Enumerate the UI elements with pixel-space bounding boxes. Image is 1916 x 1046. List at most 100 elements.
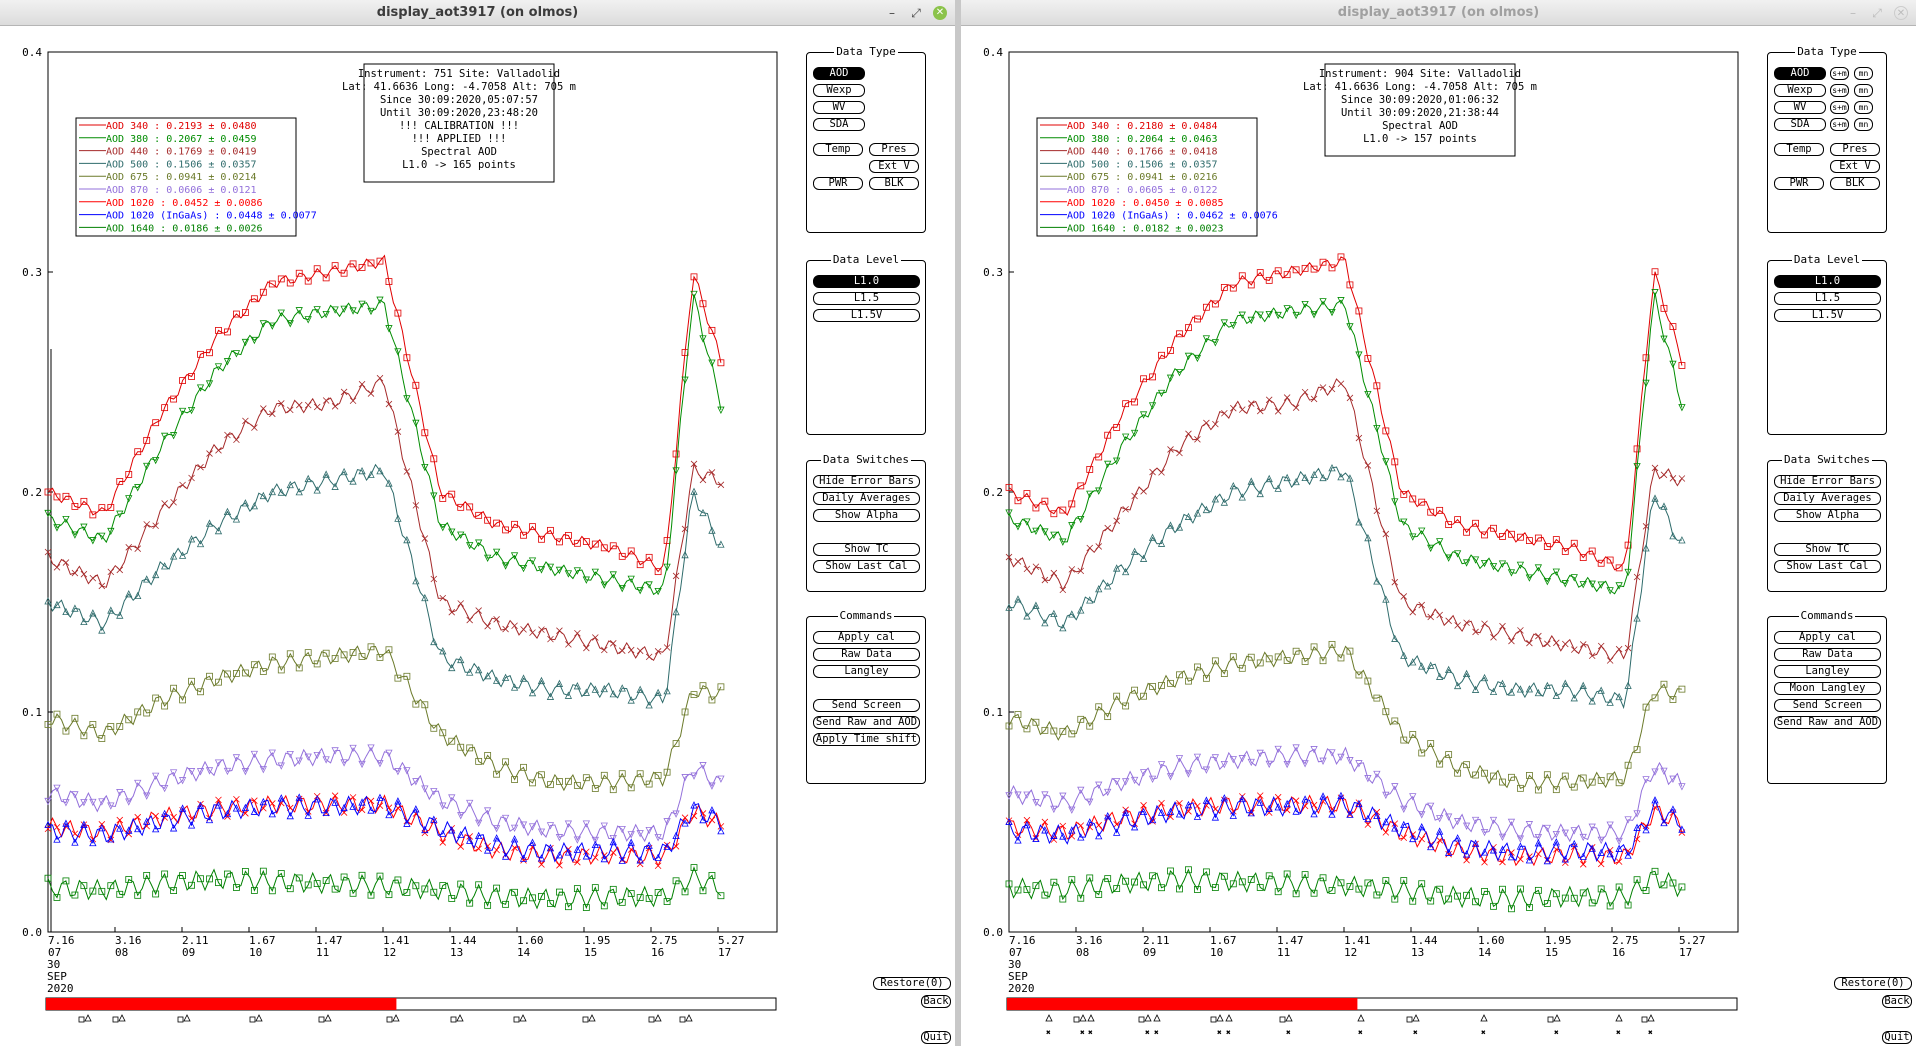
data-point [1373,891,1381,899]
data-level-l10-button[interactable]: L1.0 [1774,275,1881,288]
switch-hide-error-bars-button[interactable]: Hide Error Bars [1774,475,1881,488]
data-point [1409,897,1417,905]
data-point [591,568,599,576]
back-button[interactable]: Back [921,995,951,1008]
switch-show-last-cal-button[interactable]: Show Last Cal [813,560,920,573]
data-point [601,646,608,654]
command-apply-cal-button[interactable]: Apply cal [813,631,920,644]
mean-button[interactable]: mn [1854,84,1873,97]
data-type-wv-button[interactable]: WV [1774,101,1826,114]
data-point [62,607,70,616]
data-point [1095,584,1103,593]
data-type-aod-button[interactable]: AOD [1774,67,1826,80]
data-type-pres-button[interactable]: Pres [869,143,919,156]
data-type-temp-button[interactable]: Temp [1774,143,1824,156]
data-point [1149,683,1156,690]
data-point [233,670,240,677]
data-point [654,889,662,896]
panel-title: Data Switches [1768,453,1886,466]
data-point [1220,319,1228,327]
data-level-l10-button[interactable]: L1.0 [813,275,920,288]
data-point [439,839,447,846]
data-type-blk-button[interactable]: BLK [869,177,919,190]
data-point [1104,812,1112,820]
restore-button[interactable]: Restore(0) [873,977,951,990]
quit-button[interactable]: Quit [921,1031,951,1044]
data-point [1238,493,1246,501]
command-raw-data-button[interactable]: Raw Data [813,648,920,661]
switch-daily-averages-button[interactable]: Daily Averages [1774,492,1881,505]
data-level-l15-button[interactable]: L1.5 [1774,292,1881,305]
command-send-screen-button[interactable]: Send Screen [813,699,920,712]
sum-button[interactable]: s+m [1830,67,1849,80]
data-type-blk-button[interactable]: BLK [1830,177,1880,190]
data-type-wexp-button[interactable]: Wexp [813,84,865,97]
data-type-pwr-button[interactable]: PWR [813,177,863,190]
command-send-raw-and-aod-button[interactable]: Send Raw and AOD [1774,716,1881,729]
quit-button[interactable]: Quit [1882,1031,1912,1044]
data-level-l15v-button[interactable]: L1.5V [1774,309,1881,322]
data-point [322,809,330,817]
back-button[interactable]: Back [1882,995,1912,1008]
command-apply-time-shift-button[interactable]: Apply Time shift [813,733,920,746]
close-button[interactable]: ✕ [933,6,947,20]
maximize-button[interactable]: ⤢ [1872,6,1882,20]
data-point [663,818,671,826]
data-type-wv-button[interactable]: WV [813,101,865,114]
data-point [367,643,375,651]
switch-show-tc-button[interactable]: Show TC [813,543,920,556]
svg-text:✖: ✖ [1046,1028,1051,1037]
data-point [1373,382,1381,390]
switch-show-alpha-button[interactable]: Show Alpha [813,509,920,522]
data-point [1238,311,1246,319]
data-point [1525,772,1533,779]
data-type-temp-button[interactable]: Temp [813,143,863,156]
switch-show-last-cal-button[interactable]: Show Last Cal [1774,560,1881,573]
command-moon-langley-button[interactable]: Moon Langley [1774,682,1881,695]
data-point [116,510,124,518]
data-type-ext-v-button[interactable]: Ext V [1830,160,1880,173]
switch-daily-averages-button[interactable]: Daily Averages [813,492,920,505]
command-send-screen-button[interactable]: Send Screen [1774,699,1881,712]
data-type-wexp-button[interactable]: Wexp [1774,84,1826,97]
data-point [681,819,689,827]
command-langley-button[interactable]: Langley [1774,665,1881,678]
info-line: Until 30:09:2020,23:48:20 [380,107,538,119]
data-point [1588,823,1596,831]
data-point [116,611,124,619]
restore-button[interactable]: Restore(0) [1834,977,1912,990]
command-raw-data-button[interactable]: Raw Data [1774,648,1881,661]
data-type-aod-button[interactable]: AOD [813,67,865,80]
switch-hide-error-bars-button[interactable]: Hide Error Bars [813,475,920,488]
data-level-l15-button[interactable]: L1.5 [813,292,920,305]
aod-plot[interactable]: 0.00.10.20.30.47.16073.16082.11091.67101… [961,26,1741,1046]
data-type-sda-button[interactable]: SDA [813,118,865,131]
data-type-sda-button[interactable]: SDA [1774,118,1826,131]
data-type-ext-v-button[interactable]: Ext V [869,160,919,173]
x-tick-airmass: 1.60 [517,934,544,947]
switch-show-alpha-button[interactable]: Show Alpha [1774,509,1881,522]
data-point [1651,464,1659,472]
minimize-button[interactable]: – [889,6,895,20]
command-langley-button[interactable]: Langley [813,665,920,678]
data-level-l15v-button[interactable]: L1.5V [813,309,920,322]
data-point [699,335,707,343]
mean-button[interactable]: mn [1854,67,1873,80]
close-button[interactable]: ✕ [1894,6,1908,20]
switch-show-tc-button[interactable]: Show TC [1774,543,1881,556]
command-apply-cal-button[interactable]: Apply cal [1774,631,1881,644]
data-point [654,568,662,576]
aod-plot[interactable]: 0.00.10.20.30.47.16073.16082.11091.67101… [0,26,780,1046]
command-send-raw-and-aod-button[interactable]: Send Raw and AOD [813,716,920,729]
data-type-pres-button[interactable]: Pres [1830,143,1880,156]
minimize-button[interactable]: – [1850,6,1856,20]
maximize-button[interactable]: ⤢ [911,6,921,20]
sum-button[interactable]: s+m [1830,118,1849,131]
mean-button[interactable]: mn [1854,101,1873,114]
sum-button[interactable]: s+m [1830,84,1849,97]
sum-button[interactable]: s+m [1830,101,1849,114]
data-type-pwr-button[interactable]: PWR [1774,177,1824,190]
mean-button[interactable]: mn [1854,118,1873,131]
data-point [654,853,662,861]
data-point [1660,680,1668,688]
